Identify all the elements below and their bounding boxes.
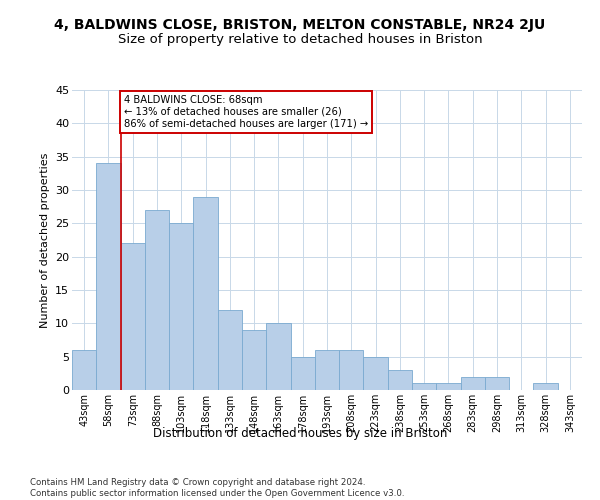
Text: Contains HM Land Registry data © Crown copyright and database right 2024.
Contai: Contains HM Land Registry data © Crown c… <box>30 478 404 498</box>
Text: Size of property relative to detached houses in Briston: Size of property relative to detached ho… <box>118 32 482 46</box>
Bar <box>72 350 96 390</box>
Text: 4 BALDWINS CLOSE: 68sqm
← 13% of detached houses are smaller (26)
86% of semi-de: 4 BALDWINS CLOSE: 68sqm ← 13% of detache… <box>124 96 368 128</box>
Bar <box>412 384 436 390</box>
Bar <box>193 196 218 390</box>
Bar <box>533 384 558 390</box>
Bar <box>96 164 121 390</box>
Text: Distribution of detached houses by size in Briston: Distribution of detached houses by size … <box>153 428 447 440</box>
Bar <box>315 350 339 390</box>
Bar <box>290 356 315 390</box>
Bar <box>121 244 145 390</box>
Y-axis label: Number of detached properties: Number of detached properties <box>40 152 50 328</box>
Bar <box>242 330 266 390</box>
Bar <box>364 356 388 390</box>
Bar <box>169 224 193 390</box>
Bar <box>461 376 485 390</box>
Bar <box>145 210 169 390</box>
Text: 4, BALDWINS CLOSE, BRISTON, MELTON CONSTABLE, NR24 2JU: 4, BALDWINS CLOSE, BRISTON, MELTON CONST… <box>55 18 545 32</box>
Bar <box>218 310 242 390</box>
Bar <box>436 384 461 390</box>
Bar <box>485 376 509 390</box>
Bar <box>388 370 412 390</box>
Bar <box>266 324 290 390</box>
Bar <box>339 350 364 390</box>
